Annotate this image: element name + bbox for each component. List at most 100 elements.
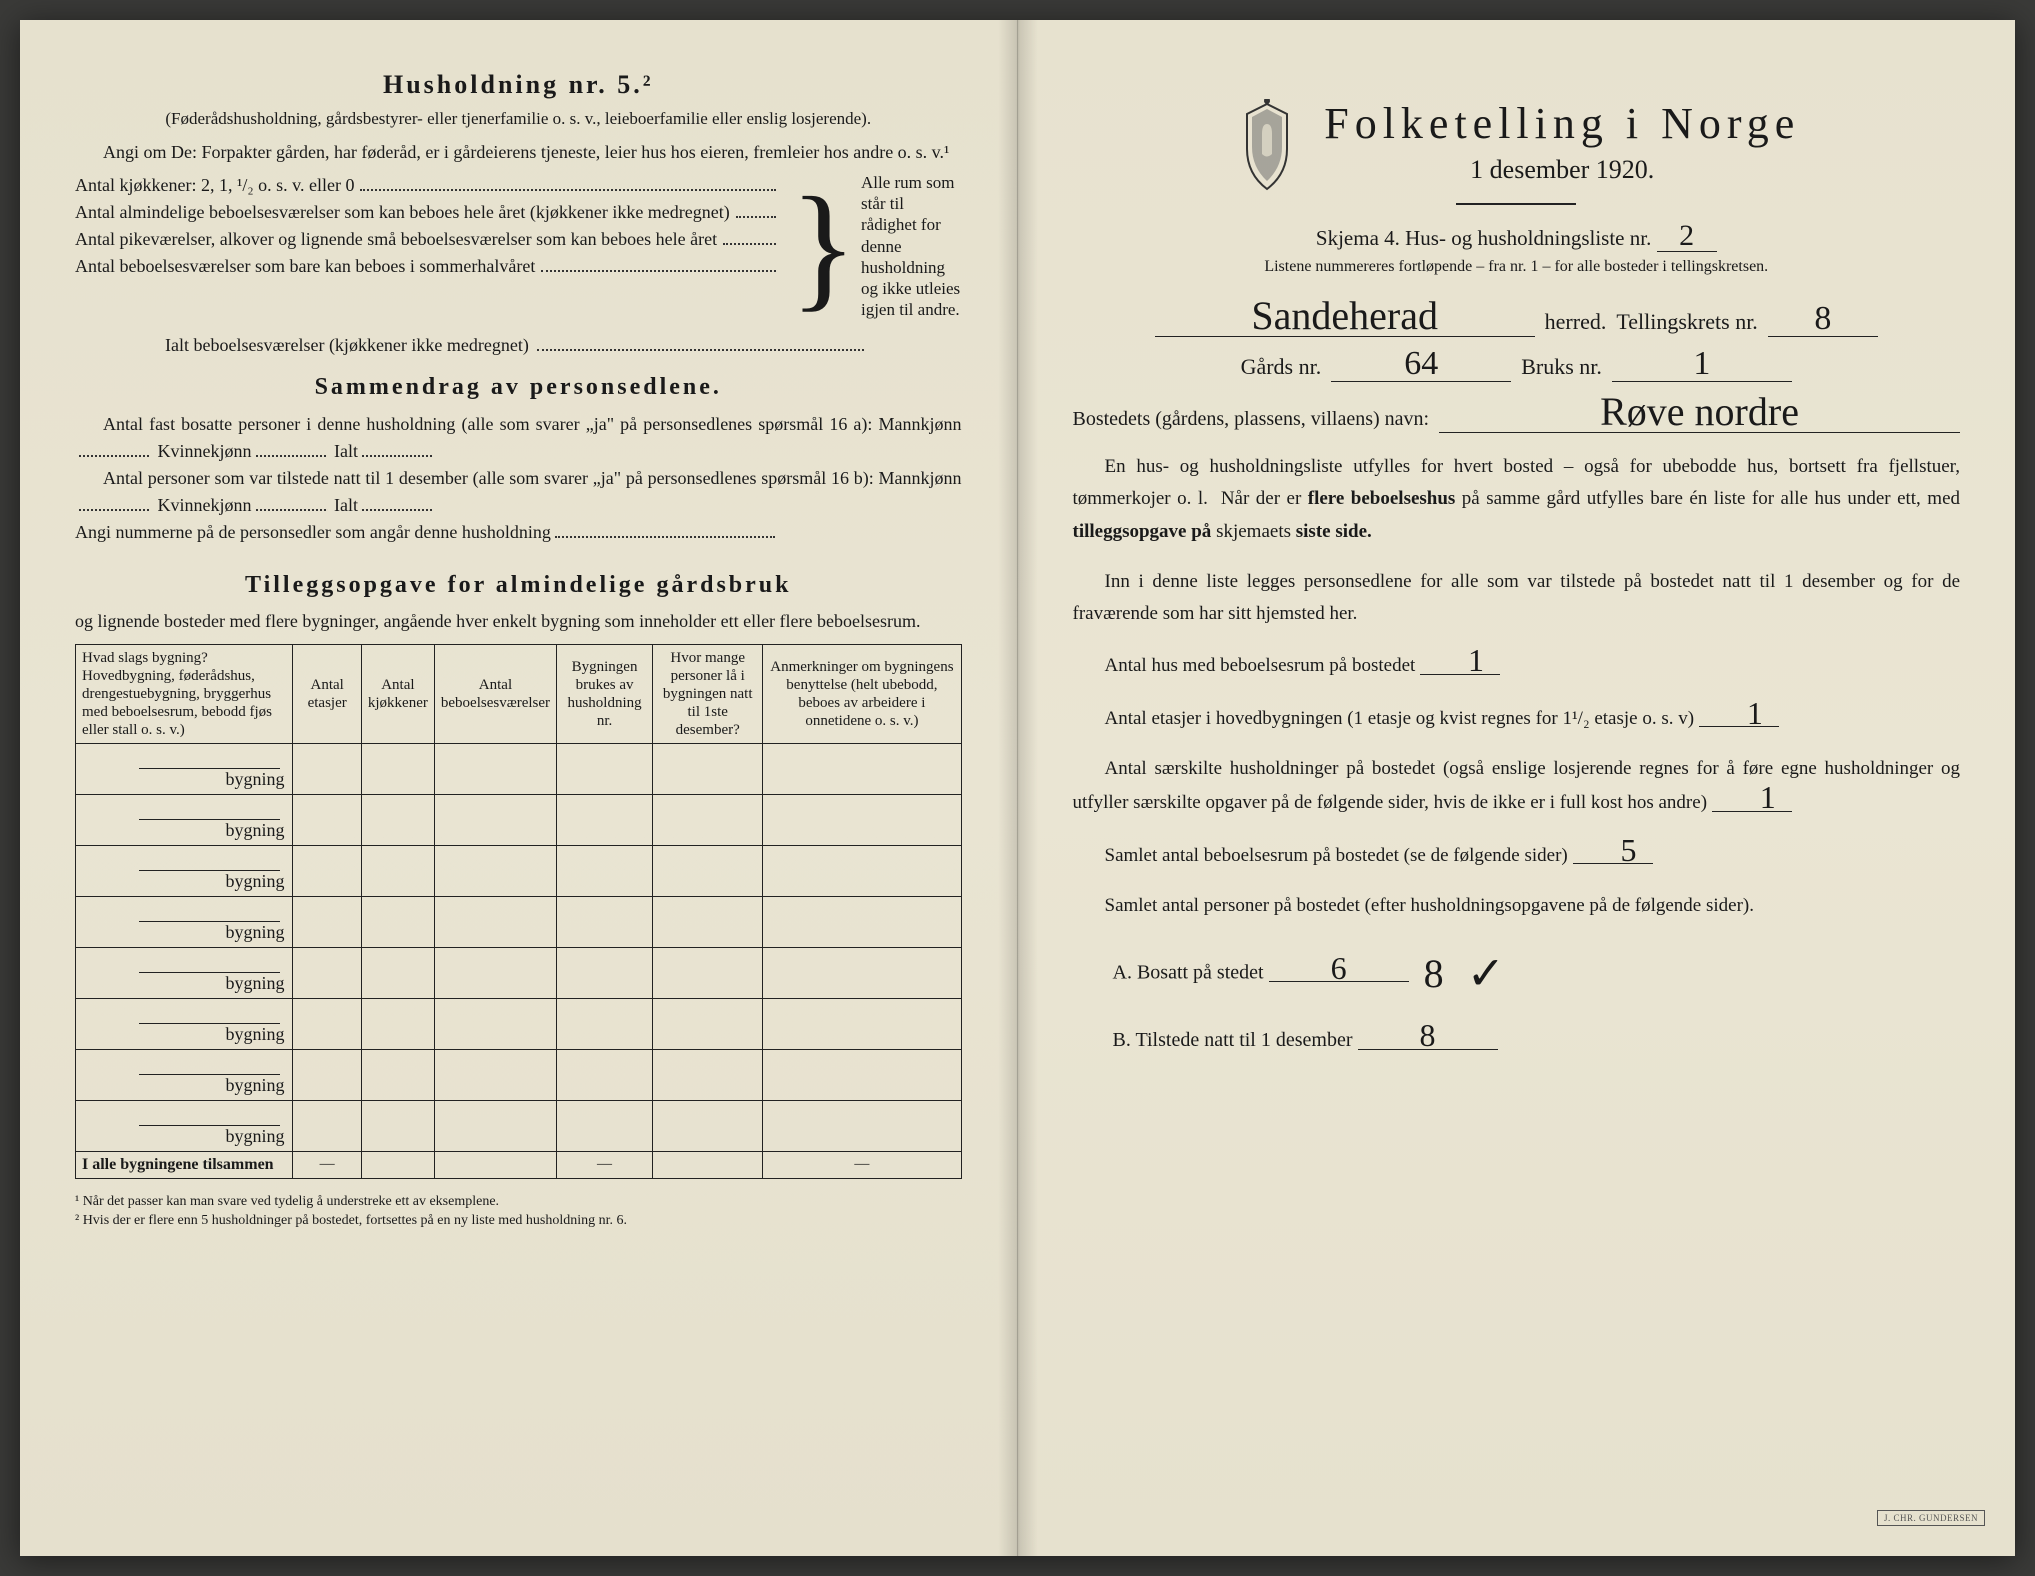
bruks-nr-value: 1 xyxy=(1612,347,1792,382)
col-persons: Hvor mange personer lå i bygningen natt … xyxy=(653,644,763,743)
table-cell xyxy=(763,947,961,998)
table-cell xyxy=(653,1100,763,1151)
table-row: bygning xyxy=(76,1100,962,1151)
table-cell xyxy=(361,947,434,998)
q-hus: Antal hus med beboelsesrum på bostedet 1 xyxy=(1073,648,1961,682)
table-cell xyxy=(557,794,653,845)
col-type: Hvad slags bygning? Hovedbygning, føderå… xyxy=(76,644,293,743)
main-title: Folketelling i Norge xyxy=(1324,98,1800,149)
right-page: Folketelling i Norge 1 desember 1920. Sk… xyxy=(1018,20,2016,1556)
table-cell xyxy=(361,845,434,896)
herred-row: Sandeherad herred. Tellingskrets nr. 8 xyxy=(1073,296,1961,337)
q-husholdninger: Antal særskilte husholdninger på bostede… xyxy=(1073,753,1961,820)
building-type-cell: bygning xyxy=(76,998,293,1049)
coat-of-arms-icon xyxy=(1232,99,1302,194)
table-cell xyxy=(434,896,556,947)
q-etasjer: Antal etasjer i hovedbygningen (1 etasje… xyxy=(1073,701,1961,735)
table-cell xyxy=(557,1049,653,1100)
table-cell xyxy=(361,1151,434,1178)
tillegg-intro: og lignende bosteder med flere bygninger… xyxy=(75,609,962,634)
table-cell xyxy=(763,845,961,896)
instruction-para-2: Inn i denne liste legges personsedlene f… xyxy=(1073,566,1961,631)
title-block: Folketelling i Norge 1 desember 1920. xyxy=(1073,98,1961,195)
bruks-label: Bruks nr. xyxy=(1521,354,1602,380)
building-type-cell: bygning xyxy=(76,794,293,845)
bosted-row: Bostedets (gårdens, plassens, villaens) … xyxy=(1073,392,1961,433)
bosted-label: Bostedets (gårdens, plassens, villaens) … xyxy=(1073,408,1430,431)
q-personer: Samlet antal personer på bostedet (efter… xyxy=(1073,890,1961,922)
table-row: bygning xyxy=(76,845,962,896)
table-header-row: Hvad slags bygning? Hovedbygning, føderå… xyxy=(76,644,962,743)
table-cell xyxy=(653,743,763,794)
table-cell xyxy=(557,947,653,998)
table-cell xyxy=(557,1100,653,1151)
sammendrag-line2: Antal personer som var tilstede natt til… xyxy=(75,465,962,519)
small-rooms-label: Antal pikeværelser, alkover og lignende … xyxy=(75,226,717,253)
building-type-cell: bygning xyxy=(76,1049,293,1100)
building-type-cell: bygning xyxy=(76,743,293,794)
table-cell xyxy=(653,1049,763,1100)
room-counts-block: Antal kjøkkener: 2, 1, ¹/₂ o. s. v. elle… xyxy=(75,172,962,321)
liste-nr-value: 2 xyxy=(1657,221,1717,252)
table-cell xyxy=(653,794,763,845)
table-cell xyxy=(434,947,556,998)
table-cell xyxy=(434,1100,556,1151)
table-cell: — xyxy=(763,1151,961,1178)
table-cell xyxy=(763,794,961,845)
husholdninger-value: 1 xyxy=(1712,785,1792,812)
sammendrag-line3: Angi nummerne på de personsedler som ang… xyxy=(75,519,962,546)
skjema-line: Skjema 4. Hus- og husholdningsliste nr. … xyxy=(1073,221,1961,252)
footnotes: ¹ Når det passer kan man svare ved tydel… xyxy=(75,1193,962,1231)
building-type-cell: bygning xyxy=(76,845,293,896)
a-value: 6 xyxy=(1269,956,1409,983)
krets-label: Tellingskrets nr. xyxy=(1616,309,1757,335)
table-row: bygning xyxy=(76,794,962,845)
table-cell xyxy=(434,743,556,794)
title-rule xyxy=(1456,203,1576,205)
table-cell xyxy=(763,1100,961,1151)
table-cell xyxy=(557,845,653,896)
table-cell xyxy=(434,845,556,896)
table-cell xyxy=(361,896,434,947)
footnote-2: ² Hvis der er flere enn 5 husholdninger … xyxy=(75,1212,962,1231)
sammendrag-title: Sammendrag av personsedlene. xyxy=(75,374,962,401)
ab-block: A. Bosatt på stedet 6 8 ✓ B. Tilstede na… xyxy=(1113,928,1961,1060)
table-cell xyxy=(293,1049,361,1100)
kitchens-label: Antal kjøkkener: 2, 1, ¹/₂ o. s. v. elle… xyxy=(75,172,354,199)
building-type-cell: bygning xyxy=(76,896,293,947)
table-cell xyxy=(361,1049,434,1100)
col-floors: Antal etasjer xyxy=(293,644,361,743)
col-kitchens: Antal kjøkkener xyxy=(361,644,434,743)
numbering-note: Listene nummereres fortløpende – fra nr.… xyxy=(1073,258,1961,276)
table-cell xyxy=(434,794,556,845)
gards-label: Gårds nr. xyxy=(1241,354,1322,380)
table-cell xyxy=(361,743,434,794)
total-rooms-label: Ialt beboelsesværelser (kjøkkener ikke m… xyxy=(165,335,529,356)
building-type-cell: bygning xyxy=(76,947,293,998)
table-cell xyxy=(361,794,434,845)
table-cell xyxy=(653,947,763,998)
col-rooms: Antal beboelsesværelser xyxy=(434,644,556,743)
tillegg-title: Tilleggsopgave for almindelige gårdsbruk xyxy=(75,572,962,599)
table-cell xyxy=(293,896,361,947)
room-counts-labels: Antal kjøkkener: 2, 1, ¹/₂ o. s. v. elle… xyxy=(75,172,782,321)
summer-rooms-label: Antal beboelsesværelser som bare kan beb… xyxy=(75,253,535,280)
checkmark-icon: ✓ xyxy=(1467,928,1506,1020)
side-number: 8 xyxy=(1424,934,1444,1014)
bosted-value: Røve nordre xyxy=(1439,392,1960,433)
table-sum-row: I alle bygningene tilsammen——— xyxy=(76,1151,962,1178)
table-cell xyxy=(653,896,763,947)
table-cell xyxy=(293,947,361,998)
table-cell xyxy=(763,1049,961,1100)
table-cell xyxy=(293,845,361,896)
table-cell xyxy=(653,998,763,1049)
table-cell xyxy=(361,998,434,1049)
footnote-1: ¹ Når det passer kan man svare ved tydel… xyxy=(75,1193,962,1212)
husholdning-subtitle: (Føderådshusholdning, gårdsbestyrer- ell… xyxy=(115,108,922,131)
gards-nr-value: 64 xyxy=(1331,347,1511,382)
table-cell xyxy=(293,794,361,845)
a-row: A. Bosatt på stedet 6 8 ✓ xyxy=(1113,928,1961,1020)
left-page: Husholdning nr. 5.² (Føderådshusholdning… xyxy=(20,20,1018,1556)
table-cell xyxy=(763,743,961,794)
table-cell xyxy=(293,1100,361,1151)
